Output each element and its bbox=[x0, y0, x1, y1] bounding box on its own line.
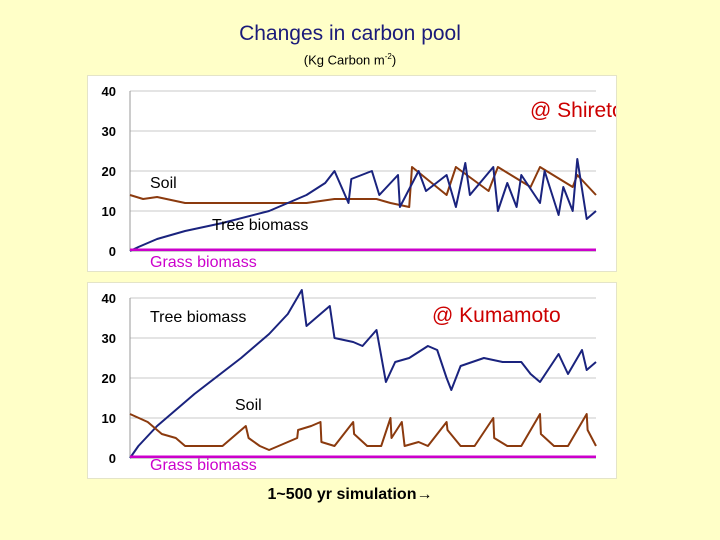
y-tick-label: 20 bbox=[102, 164, 116, 179]
y-tick-label: 30 bbox=[102, 124, 116, 139]
y-tick-label: 40 bbox=[102, 84, 116, 99]
subtitle-suffix: ) bbox=[391, 52, 397, 68]
y-tick-label: 10 bbox=[102, 204, 116, 219]
kumamoto-panel: 0 10 20 30 40 @ Kumamoto Tree biomass Soil G… bbox=[88, 283, 616, 478]
shiretoko-annotation: @ Shiretoko bbox=[530, 99, 616, 122]
y-tick-label: 30 bbox=[102, 331, 116, 346]
kumamoto-annotation: @ Kumamoto bbox=[432, 304, 561, 327]
chart-subtitle: (Kg Carbon m-2) bbox=[0, 52, 700, 67]
soil-series-line bbox=[129, 413, 597, 451]
soil-label: Soil bbox=[150, 175, 177, 192]
y-tick-label: 40 bbox=[102, 291, 116, 306]
tree-biomass-series-line bbox=[129, 289, 597, 459]
y-tick-label: 20 bbox=[102, 371, 116, 386]
tree-biomass-label: Tree biomass bbox=[212, 217, 308, 234]
subtitle-superscript: -2 bbox=[384, 52, 392, 61]
kumamoto-chart: 0 10 20 30 40 @ Kumamoto Tree biomass Soil G… bbox=[102, 289, 597, 474]
soil-label: Soil bbox=[235, 397, 262, 414]
y-tick-label: 0 bbox=[109, 451, 116, 466]
y-tick-label: 10 bbox=[102, 411, 116, 426]
y-tick-label: 0 bbox=[109, 244, 116, 259]
grass-biomass-label: Grass biomass bbox=[150, 254, 257, 271]
soil-series-line bbox=[129, 166, 597, 208]
tree-biomass-series-line bbox=[129, 158, 597, 252]
subtitle-prefix: (Kg Carbon m bbox=[303, 52, 385, 68]
simulation-caption: 1~500 yr simulation→ bbox=[267, 486, 433, 503]
grass-biomass-label: Grass biomass bbox=[150, 457, 257, 474]
chart-title: Changes in carbon pool bbox=[239, 22, 461, 45]
tree-biomass-label: Tree biomass bbox=[150, 309, 246, 326]
